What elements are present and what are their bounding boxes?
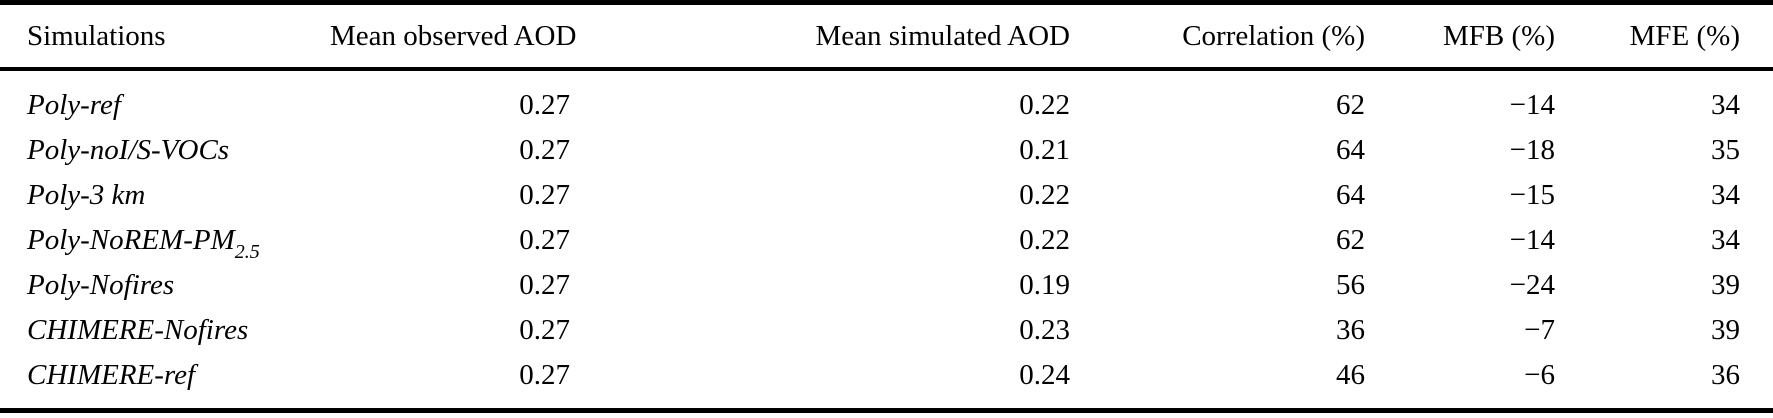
cell-mfe: 34: [1711, 179, 1740, 211]
column-header-mfe: MFE (%): [1629, 19, 1740, 52]
column-header-mean-observed-aod: Mean observed AOD: [330, 19, 577, 52]
column-header-mfb: MFB (%): [1443, 19, 1555, 52]
cell-simulation: Poly-3 km: [0, 173, 330, 218]
cell-mean-simulated-aod: 0.22: [1019, 179, 1070, 211]
cell-mean-observed-aod: 0.27: [519, 89, 570, 121]
cell-correlation: 46: [1336, 359, 1365, 391]
cell-mean-simulated-aod: 0.19: [1019, 269, 1070, 301]
cell-correlation: 36: [1336, 314, 1365, 346]
table-row: Poly-noI/S-VOCs 0.27 0.21 64 −18 35: [0, 128, 1773, 173]
cell-simulation: Poly-ref: [0, 69, 330, 128]
simulation-name: Poly-ref: [27, 89, 121, 121]
table-header: Simulations Mean observed AOD Mean simul…: [0, 3, 1773, 70]
cell-mfe: 34: [1711, 89, 1740, 121]
cell-mfb: −24: [1509, 269, 1555, 301]
simulation-name: Poly-3 km: [27, 179, 146, 211]
cell-correlation: 64: [1336, 179, 1365, 211]
cell-correlation: 64: [1336, 134, 1365, 166]
column-header-correlation: Correlation (%): [1182, 19, 1365, 52]
simulation-name: CHIMERE-Nofires: [27, 314, 249, 346]
cell-correlation: 62: [1336, 224, 1365, 256]
cell-simulation: Poly-Nofires: [0, 263, 330, 308]
cell-correlation: 62: [1336, 89, 1365, 121]
cell-mfe: 35: [1711, 134, 1740, 166]
cell-mean-observed-aod: 0.27: [519, 314, 570, 346]
table-row: CHIMERE-ref 0.27 0.24 46 −6 36: [0, 353, 1773, 411]
table-row: Poly-ref 0.27 0.22 62 −14 34: [0, 69, 1773, 128]
cell-simulation: CHIMERE-Nofires: [0, 308, 330, 353]
cell-mean-simulated-aod: 0.21: [1019, 134, 1070, 166]
table-row: Poly-Nofires 0.27 0.19 56 −24 39: [0, 263, 1773, 308]
simulation-subscript: 2.5: [234, 240, 260, 263]
cell-mean-simulated-aod: 0.23: [1019, 314, 1070, 346]
cell-simulation: Poly-noI/S-VOCs: [0, 128, 330, 173]
simulation-name: Poly-NoREM-PM: [27, 224, 235, 256]
simulation-name: Poly-noI/S-VOCs: [27, 134, 230, 166]
cell-mfb: −7: [1524, 314, 1555, 346]
header-row: Simulations Mean observed AOD Mean simul…: [0, 3, 1773, 70]
cell-mean-observed-aod: 0.27: [519, 224, 570, 256]
cell-mfb: −14: [1509, 224, 1555, 256]
cell-mfb: −18: [1509, 134, 1555, 166]
cell-mfe: 34: [1711, 224, 1740, 256]
cell-mfb: −6: [1524, 359, 1555, 391]
cell-mean-simulated-aod: 0.22: [1019, 89, 1070, 121]
cell-mfb: −14: [1509, 89, 1555, 121]
cell-mfe: 39: [1711, 314, 1740, 346]
cell-mean-simulated-aod: 0.24: [1019, 359, 1070, 391]
cell-mean-simulated-aod: 0.22: [1019, 224, 1070, 256]
cell-mean-observed-aod: 0.27: [519, 359, 570, 391]
table-row: Poly-NoREM-PM2.5 0.27 0.22 62 −14 34: [0, 218, 1773, 263]
cell-simulation: Poly-NoREM-PM2.5: [0, 218, 330, 263]
cell-mfb: −15: [1509, 179, 1555, 211]
table-row: CHIMERE-Nofires 0.27 0.23 36 −7 39: [0, 308, 1773, 353]
cell-mean-observed-aod: 0.27: [519, 179, 570, 211]
cell-mfe: 39: [1711, 269, 1740, 301]
simulation-name: Poly-Nofires: [27, 269, 175, 301]
table-body: Poly-ref 0.27 0.22 62 −14 34 Poly-noI/S-…: [0, 69, 1773, 411]
cell-correlation: 56: [1336, 269, 1365, 301]
table-row: Poly-3 km 0.27 0.22 64 −15 34: [0, 173, 1773, 218]
column-header-mean-simulated-aod: Mean simulated AOD: [815, 19, 1070, 52]
cell-mean-observed-aod: 0.27: [519, 269, 570, 301]
column-header-simulations: Simulations: [27, 19, 166, 52]
cell-mean-observed-aod: 0.27: [519, 134, 570, 166]
cell-simulation: CHIMERE-ref: [0, 353, 330, 411]
cell-mfe: 36: [1711, 359, 1740, 391]
simulation-name: CHIMERE-ref: [27, 359, 196, 391]
